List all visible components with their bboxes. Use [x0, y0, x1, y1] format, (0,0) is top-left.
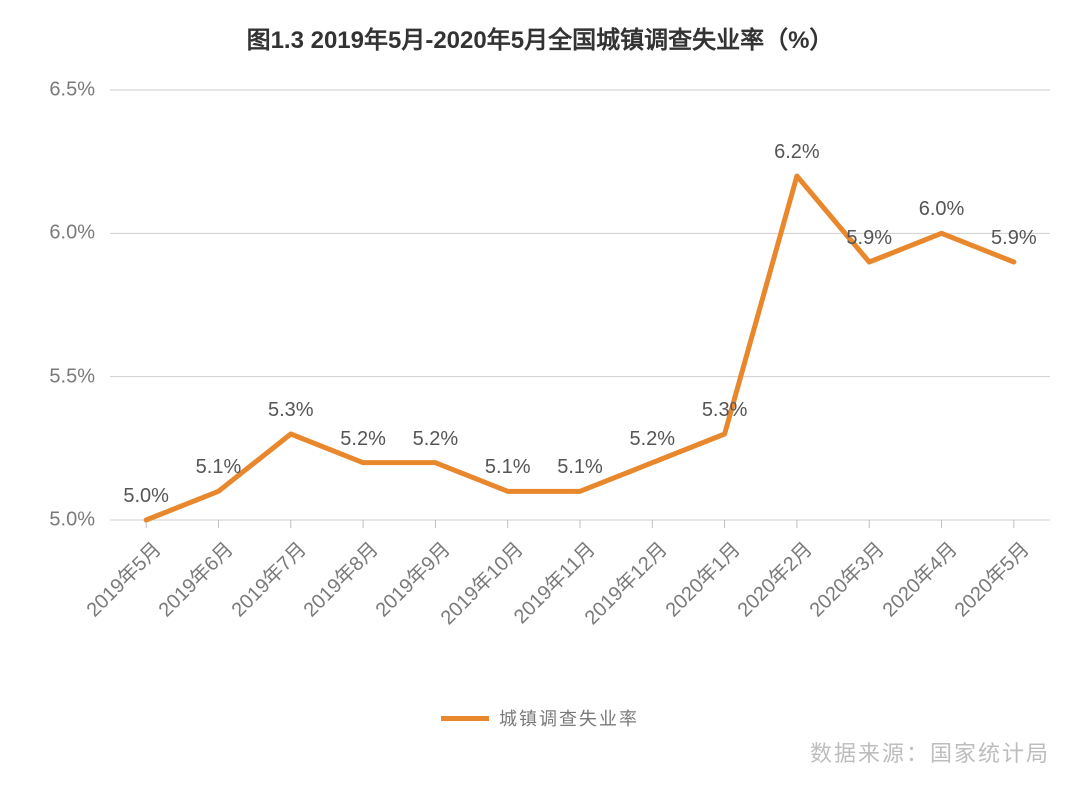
chart-container: 图1.3 2019年5月-2020年5月全国城镇调查失业率（%） 5.0%5.5…: [0, 0, 1080, 788]
data-point-label: 5.0%: [123, 485, 169, 508]
data-point-label: 5.2%: [630, 428, 676, 451]
data-point-label: 5.1%: [557, 456, 603, 479]
legend: 城镇调查失业率: [441, 705, 639, 731]
y-tick-label: 6.5%: [0, 79, 95, 102]
data-point-label: 5.2%: [413, 428, 459, 451]
data-point-label: 5.9%: [846, 227, 892, 250]
data-point-label: 5.3%: [702, 399, 748, 422]
data-point-label: 6.0%: [919, 198, 965, 221]
y-tick-label: 5.5%: [0, 365, 95, 388]
legend-swatch: [441, 716, 489, 721]
data-point-label: 5.1%: [485, 456, 531, 479]
data-point-label: 6.2%: [774, 141, 820, 164]
source-text: 数据来源：国家统计局: [810, 736, 1050, 768]
y-tick-label: 6.0%: [0, 222, 95, 245]
chart-plot: [0, 0, 1080, 788]
data-point-label: 5.9%: [991, 227, 1037, 250]
y-tick-label: 5.0%: [0, 509, 95, 532]
legend-label: 城镇调查失业率: [499, 705, 639, 731]
data-point-label: 5.2%: [340, 428, 386, 451]
data-point-label: 5.3%: [268, 399, 314, 422]
data-point-label: 5.1%: [196, 456, 242, 479]
